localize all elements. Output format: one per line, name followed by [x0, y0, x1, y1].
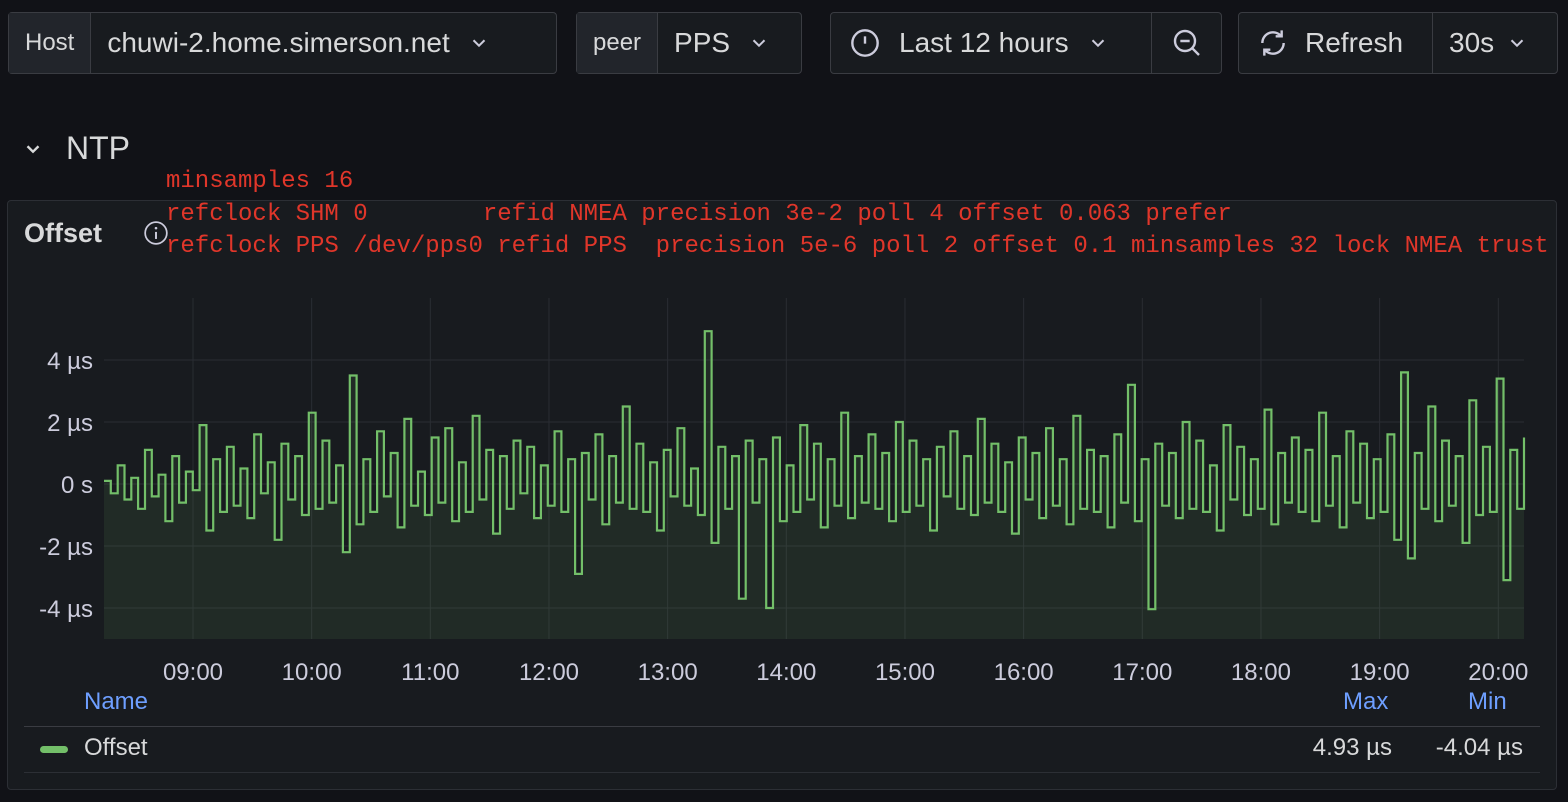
panel-error-text: minsamples 16 refclock SHM 0 refid NMEA …: [166, 168, 1549, 260]
legend-series-swatch[interactable]: [40, 746, 68, 753]
chevron-down-icon: [1091, 39, 1104, 48]
y-tick-label: 0 s: [61, 472, 93, 499]
x-tick-label: 15:00: [875, 659, 935, 686]
x-tick-label: 18:00: [1231, 659, 1291, 686]
row-header-ntp[interactable]: NTP: [22, 130, 130, 167]
legend-header-name[interactable]: Name: [84, 688, 149, 715]
refresh-interval-select[interactable]: 30s: [1432, 13, 1557, 73]
peer-variable[interactable]: peer PPS: [576, 12, 802, 74]
refresh-picker: Refresh 30s: [1238, 12, 1558, 74]
chevron-down-icon: [1510, 39, 1524, 48]
peer-select[interactable]: PPS: [658, 13, 801, 73]
x-tick-label: 13:00: [638, 659, 698, 686]
x-tick-label: 09:00: [163, 659, 223, 686]
x-tick-label: 19:00: [1350, 659, 1410, 686]
chevron-down-icon: [472, 39, 485, 48]
legend-bottom-border: [24, 772, 1540, 773]
refresh-interval-value: 30s: [1449, 27, 1495, 58]
x-tick-label: 11:00: [401, 659, 459, 686]
peer-variable-label: peer: [577, 13, 659, 73]
legend-header-max[interactable]: Max: [1343, 688, 1389, 715]
legend-series-name[interactable]: Offset: [84, 734, 148, 761]
x-tick-label: 14:00: [756, 659, 816, 686]
time-range-button[interactable]: Last 12 hours: [831, 13, 1151, 73]
host-variable-label: Host: [9, 13, 92, 73]
offset-series-line: [104, 330, 1526, 611]
x-tick-label: 16:00: [994, 659, 1054, 686]
legend-series-max: 4.93 µs: [1312, 734, 1392, 761]
clock-icon: [851, 29, 879, 57]
host-select-value: chuwi-2.home.simerson.net: [107, 27, 450, 58]
time-range-label: Last 12 hours: [899, 27, 1069, 58]
zoom-out-icon: [1173, 29, 1200, 56]
zoom-out-button[interactable]: [1151, 13, 1221, 73]
x-tick-label: 17:00: [1112, 659, 1172, 686]
legend-series-min: -4.04 µs: [1435, 734, 1523, 761]
y-tick-label: -4 µs: [39, 596, 93, 623]
info-icon[interactable]: [143, 220, 169, 246]
refresh-icon: [1261, 30, 1285, 56]
refresh-label: Refresh: [1305, 27, 1404, 58]
y-tick-label: 4 µs: [47, 348, 93, 375]
panel-title: Offset: [24, 218, 103, 248]
row-title: NTP: [66, 130, 130, 166]
refresh-button[interactable]: Refresh: [1239, 13, 1432, 73]
chevron-down-icon: [752, 39, 766, 48]
x-tick-label: 12:00: [519, 659, 579, 686]
time-range-picker: Last 12 hours: [830, 12, 1222, 74]
legend-divider: [24, 726, 1540, 727]
x-tick-label: 20:00: [1468, 659, 1528, 686]
host-select[interactable]: chuwi-2.home.simerson.net: [91, 13, 556, 73]
legend-header-min[interactable]: Min: [1468, 688, 1507, 715]
y-tick-label: 2 µs: [47, 410, 93, 437]
host-variable[interactable]: Host chuwi-2.home.simerson.net: [8, 12, 557, 74]
peer-select-value: PPS: [674, 27, 731, 58]
x-tick-label: 10:00: [282, 659, 342, 686]
y-tick-label: -2 µs: [39, 534, 93, 561]
chevron-down-icon: [26, 144, 40, 153]
